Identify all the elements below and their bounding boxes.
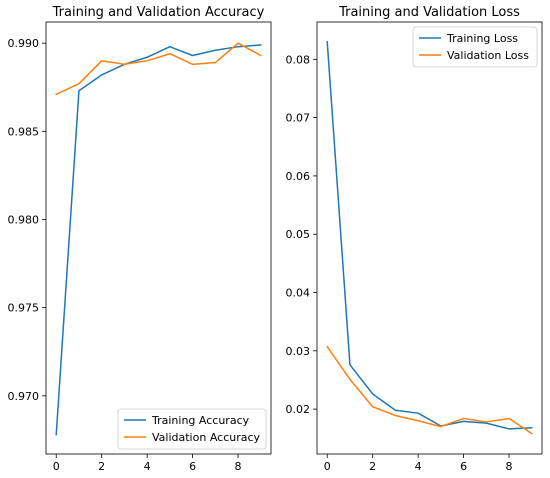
plot-frame	[45, 21, 272, 455]
y-tick-label: 0.985	[8, 125, 40, 138]
legend-label: Training Loss	[446, 32, 518, 45]
y-tick-label: 0.02	[286, 403, 311, 416]
series-line-validation-accuracy	[55, 42, 262, 96]
legend: Training Accuracy Validation Accuracy	[117, 408, 267, 450]
x-tick-label: 4	[415, 460, 422, 473]
y-tick-label: 0.06	[286, 170, 311, 183]
x-tick-label: 0	[53, 460, 60, 473]
legend-label: Training Accuracy	[151, 414, 250, 427]
x-tick-label: 6	[189, 460, 196, 473]
x-tick-label: 8	[506, 460, 513, 473]
legend-box	[117, 408, 267, 450]
x-tick-label: 2	[98, 460, 105, 473]
series-line-training-loss	[326, 41, 533, 430]
y-tick-label: 0.975	[8, 302, 40, 315]
x-tick-label: 0	[324, 460, 331, 473]
x-tick-label: 8	[235, 460, 242, 473]
plot-frame	[316, 21, 543, 455]
series-line-training-accuracy	[55, 44, 262, 436]
chart-title: Training and Validation Accuracy	[52, 5, 265, 20]
chart-title: Training and Validation Loss	[338, 5, 520, 20]
x-tick-label: 2	[369, 460, 376, 473]
y-tick-label: 0.05	[286, 228, 311, 241]
y-tick-label: 0.04	[286, 287, 311, 300]
y-tick-label: 0.970	[8, 390, 40, 403]
y-tick-label: 0.980	[8, 213, 40, 226]
x-tick-label: 6	[460, 460, 467, 473]
legend: Training Loss Validation Loss	[412, 26, 538, 68]
legend-label: Validation Accuracy	[152, 431, 261, 444]
legend-box	[412, 26, 538, 68]
loss-panel: Training and Validation Loss 0 2 4 6 8 0.02 0.0…	[286, 5, 543, 473]
y-tick-label: 0.07	[286, 112, 311, 125]
series-line-validation-loss	[326, 345, 533, 435]
y-tick-label: 0.03	[286, 345, 311, 358]
y-tick-label: 0.08	[286, 53, 311, 66]
y-tick-label: 0.990	[8, 37, 40, 50]
legend-label: Validation Loss	[447, 49, 529, 62]
accuracy-panel: Training and Validation Accuracy 0 2 4 6 8 0.9…	[8, 5, 272, 473]
x-tick-label: 4	[144, 460, 151, 473]
